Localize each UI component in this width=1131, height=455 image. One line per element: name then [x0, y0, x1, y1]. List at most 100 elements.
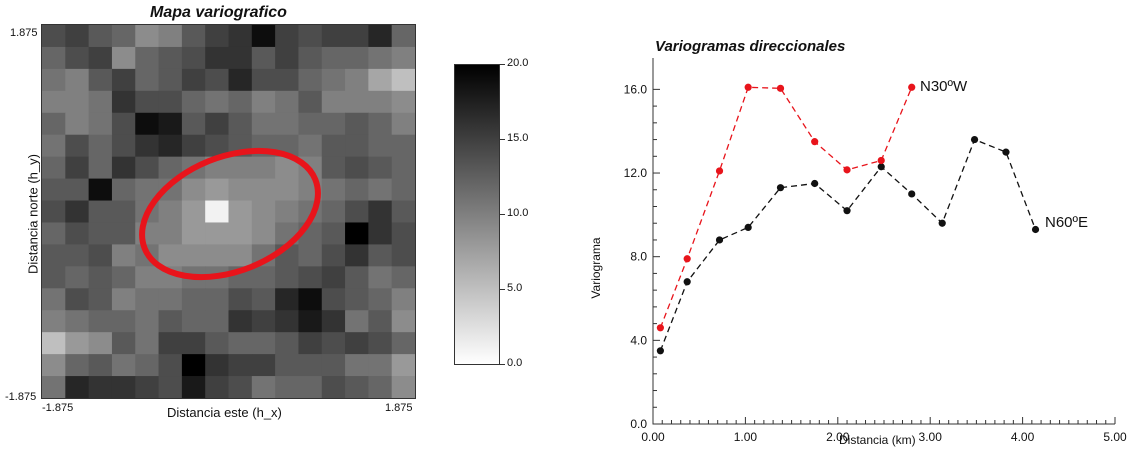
- heatmap-cell: [345, 68, 369, 92]
- heatmap-cell: [158, 90, 183, 114]
- heatmap-cell: [228, 376, 253, 398]
- data-point-n60e: [970, 135, 979, 144]
- data-point-n60e: [877, 163, 885, 171]
- colorbar-tick-label: 5.0: [507, 282, 523, 294]
- heatmap-cell: [88, 354, 113, 377]
- heatmap-cell: [205, 244, 230, 267]
- heatmap-cell: [88, 222, 113, 246]
- heatmap-cell: [391, 266, 415, 289]
- heatmap-cell: [158, 156, 183, 180]
- heatmap-cell: [391, 156, 415, 180]
- heatmap-cell: [42, 46, 66, 70]
- data-point-n30w: [776, 84, 785, 92]
- heatmap-cell: [42, 112, 66, 136]
- heatmap-cell: [42, 332, 66, 355]
- heatmap-cell: [251, 376, 276, 398]
- heatmap-cell: [42, 222, 66, 246]
- heatmap-cell: [298, 244, 323, 267]
- heatmap-cell: [181, 288, 206, 311]
- heatmap-cell: [298, 68, 323, 92]
- heatmap-cell: [65, 288, 90, 311]
- heatmap-x-tick-left: -1.875: [42, 402, 74, 414]
- heatmap-cell: [275, 90, 300, 114]
- heatmap-cell: [368, 25, 393, 48]
- colorbar-tick: [500, 139, 505, 140]
- heatmap-cell: [135, 46, 160, 70]
- heatmap-cell: [251, 68, 276, 92]
- heatmap-cell: [275, 354, 300, 377]
- heatmap-cell: [181, 112, 206, 136]
- heatmap-cell: [368, 68, 393, 92]
- data-point-n60e: [1031, 225, 1040, 234]
- heatmap-cell: [228, 156, 253, 180]
- heatmap-cell: [135, 178, 160, 202]
- heatmap-cell: [88, 68, 113, 92]
- y-tick-label: 16.0: [624, 82, 648, 96]
- heatmap-cell: [42, 178, 66, 202]
- heatmap-cell: [181, 46, 206, 70]
- heatmap-cell: [321, 134, 346, 158]
- colorbar-tick-label: 10.0: [507, 207, 529, 219]
- heatmap-cell: [158, 200, 183, 224]
- heatmap-cell: [368, 332, 393, 355]
- x-tick-label: 3.00: [919, 430, 943, 444]
- heatmap-cell: [181, 178, 206, 202]
- data-point-n60e: [843, 207, 851, 215]
- heatmap-cell: [205, 200, 230, 224]
- heatmap-cell: [111, 200, 136, 224]
- heatmap-cell: [111, 68, 136, 92]
- heatmap-cell: [42, 376, 66, 398]
- heatmap-cell: [65, 68, 90, 92]
- heatmap-cell: [111, 222, 136, 246]
- heatmap-cell: [251, 288, 276, 311]
- heatmap-cell: [88, 156, 113, 180]
- heatmap-cell: [391, 200, 415, 224]
- heatmap-cell: [368, 46, 393, 70]
- heatmap-cell: [88, 332, 113, 355]
- heatmap-cell: [298, 310, 323, 333]
- heatmap-cell: [65, 200, 90, 224]
- colorbar-tick-label: 20.0: [507, 57, 529, 69]
- heatmap-cell: [321, 46, 346, 70]
- data-point-n60e: [744, 223, 752, 232]
- heatmap-cell: [158, 222, 183, 246]
- heatmap-cell: [321, 200, 346, 224]
- heatmap-cell: [158, 178, 183, 202]
- data-point-n30w: [683, 255, 691, 263]
- data-point-n30w: [877, 156, 885, 165]
- heatmap-cell: [228, 68, 253, 92]
- heatmap-cell: [345, 46, 369, 70]
- heatmap-cell: [251, 332, 276, 355]
- heatmap-cell: [298, 46, 323, 70]
- heatmap-cell: [391, 310, 415, 333]
- heatmap-cell: [111, 46, 136, 70]
- heatmap-cell: [42, 288, 66, 311]
- heatmap-y-tick-bottom: -1.875: [5, 391, 37, 403]
- heatmap-cell: [321, 112, 346, 136]
- data-point-n60e: [715, 236, 724, 244]
- heatmap-cell: [111, 332, 136, 355]
- heatmap-cell: [65, 178, 90, 202]
- heatmap-cell: [42, 310, 66, 333]
- heatmap-cell: [135, 354, 160, 377]
- heatmap-cell: [65, 112, 90, 136]
- heatmap-cell: [391, 68, 415, 92]
- heatmap-cell: [391, 134, 415, 158]
- heatmap-cell: [88, 178, 113, 202]
- heatmap-cell: [228, 178, 253, 202]
- variogram-map-title: Mapa variografico: [150, 4, 287, 21]
- heatmap-cell: [368, 310, 393, 333]
- variogram-map-heatmap: [41, 24, 416, 399]
- heatmap-cell: [135, 134, 160, 158]
- heatmap-cell: [158, 354, 183, 377]
- heatmap-cell: [368, 112, 393, 136]
- heatmap-cell: [181, 25, 206, 48]
- heatmap-cell: [345, 376, 369, 398]
- heatmap-y-tick-top: 1.875: [10, 27, 38, 39]
- heatmap-cell: [42, 68, 66, 92]
- heatmap-cell: [321, 25, 346, 48]
- heatmap-cell: [251, 266, 276, 289]
- heatmap-cell: [111, 288, 136, 311]
- heatmap-cell: [228, 90, 253, 114]
- heatmap-cell: [321, 288, 346, 311]
